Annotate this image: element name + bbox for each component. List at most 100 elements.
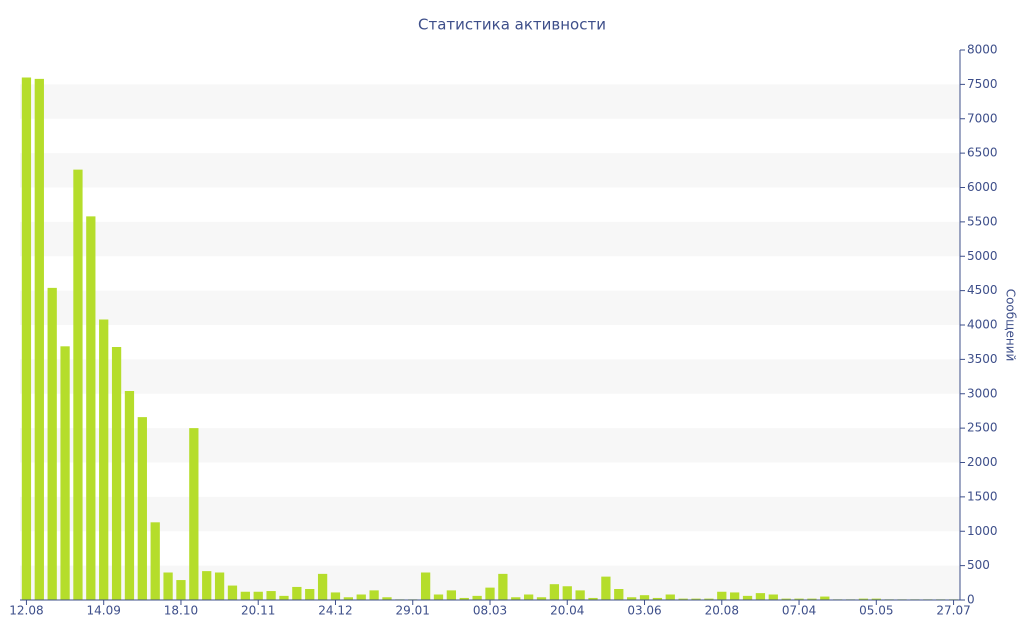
bar [305,589,315,600]
y-tick-label: 2500 [967,421,998,435]
bar [343,597,353,600]
y-tick-label: 4000 [967,318,998,332]
bar [742,595,753,600]
bar [691,598,701,600]
bar [73,169,83,600]
bar [214,572,225,600]
y-tick-label: 7000 [967,111,998,125]
grid [20,84,960,600]
bar [34,78,44,600]
x-tick-label: 03.06 [627,604,661,618]
grid-band [20,496,960,532]
bar [137,417,147,600]
x-tick-label: 20.04 [550,604,584,618]
bar [47,287,57,600]
x-tick-label: 18.10 [164,604,198,618]
bar [446,590,457,600]
x-tick-label: 05.05 [859,604,893,618]
bar [781,598,791,600]
x-tick-label: 24.12 [318,604,352,618]
bar [420,572,431,600]
bar [858,598,869,600]
x-tick-label: 27.07 [936,604,970,618]
y-tick-label: 6500 [967,146,998,160]
bar [330,592,341,600]
y-tick-label: 1500 [967,489,998,503]
bar [871,598,881,600]
bar [665,594,675,600]
bar [485,587,495,600]
bar [253,591,263,600]
x-tick-label: 20.11 [241,604,275,618]
bar [652,597,663,600]
grid-band [20,428,960,463]
y-axis-label: Сообщений [1004,289,1018,362]
bar [717,591,727,600]
y-tick-label: 2000 [967,455,998,469]
bar [189,428,199,600]
y-tick-label: 7500 [967,77,998,91]
bar [60,346,70,600]
x-tick-label: 20.08 [705,604,739,618]
chart-title: Статистика активности [418,16,606,34]
bar [601,576,611,600]
bar [820,596,830,600]
bar [382,597,392,600]
bar [794,598,804,600]
bar [150,522,160,600]
bar [807,598,817,600]
bar [639,595,650,600]
bar [111,347,122,600]
bar [511,597,521,600]
y-tick-label: 4500 [967,283,998,297]
bar [459,597,469,600]
bar [356,594,366,600]
bar [292,586,302,600]
grid-band [20,153,960,188]
bar [536,597,547,600]
bar [202,571,212,600]
y-tick-label: 6000 [967,180,998,194]
bar [498,573,508,600]
y-tick-label: 5500 [967,214,998,228]
grid-band [20,359,960,394]
x-tick-label: 08.03 [473,604,507,618]
bar [588,597,598,600]
bar [21,77,32,600]
y-tick-label: 3000 [967,386,998,400]
y-tick-label: 1000 [967,524,998,538]
bar [562,586,572,600]
bar [227,585,238,600]
bar [124,391,135,600]
bar [575,590,585,600]
y-tick-label: 8000 [967,43,998,57]
bar [472,595,482,600]
x-tick-label: 07.04 [782,604,816,618]
bar [755,593,766,600]
y-tick-label: 5000 [967,249,998,263]
bar [549,584,560,600]
bar [678,598,688,600]
grid-band [20,84,960,119]
bar [730,592,740,600]
bar [768,594,778,600]
bar [279,595,289,600]
y-tick-label: 3500 [967,352,998,366]
bar [240,591,250,600]
bar [704,598,714,600]
bar [266,591,276,600]
x-tick-label: 12.08 [9,604,43,618]
bar [433,594,444,600]
grid-band [20,290,960,325]
bar [86,216,96,600]
bar [627,597,637,600]
bar [317,573,328,600]
x-tick-label: 29.01 [396,604,430,618]
y-tick-label: 0 [967,593,975,607]
bar [163,572,173,600]
bar [99,319,109,600]
bar [369,590,379,600]
bar [614,589,624,600]
bar [523,594,534,600]
